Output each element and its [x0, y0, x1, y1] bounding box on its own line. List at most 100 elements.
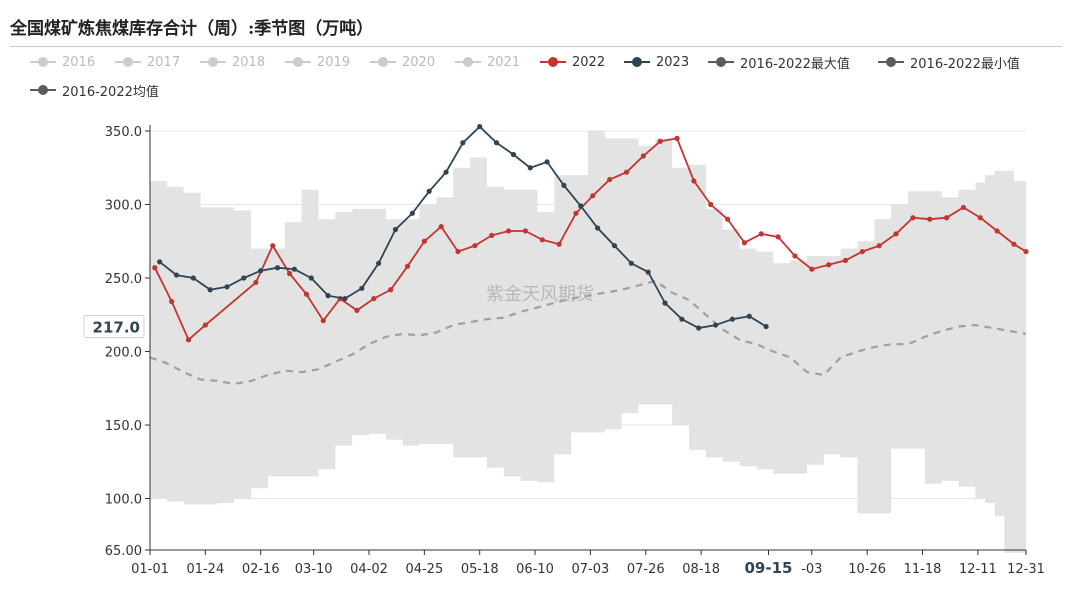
data-point-2023 — [578, 203, 584, 209]
data-point-2022 — [371, 296, 377, 302]
data-point-2022 — [354, 307, 360, 313]
x-tick-label: 10-26 — [848, 562, 886, 577]
data-point-2023 — [291, 266, 297, 272]
highlight-y-label: 217.0 — [93, 319, 140, 337]
data-point-2023 — [173, 272, 180, 278]
data-point-2023 — [493, 140, 500, 146]
y-tick-label: 100.0 — [105, 493, 142, 508]
data-point-2022 — [775, 234, 781, 240]
y-tick-label: 250.0 — [105, 272, 142, 287]
legend-symbol-icon — [370, 56, 396, 68]
data-point-2023 — [190, 275, 196, 281]
title-divider — [10, 46, 1062, 47]
legend-label: 2018 — [232, 54, 266, 70]
data-point-2023 — [712, 322, 719, 328]
x-tick-label: 04-25 — [405, 562, 443, 577]
watermark: 紫金天风期货 — [486, 284, 594, 305]
mean-dashed-line — [149, 279, 1027, 386]
data-point-2022 — [202, 322, 208, 328]
data-point-2023 — [308, 275, 314, 281]
data-point-2022 — [270, 243, 276, 249]
y-tick-label: 350.0 — [105, 125, 142, 140]
data-point-2022 — [960, 204, 967, 211]
x-tick-label: 12-31 — [1007, 562, 1045, 577]
data-point-2023 — [645, 269, 651, 275]
legend-item-2020[interactable]: 2020 — [370, 52, 435, 72]
data-point-2023 — [274, 265, 281, 271]
data-point-2022 — [724, 216, 731, 222]
data-point-2023 — [409, 210, 415, 216]
data-point-2022 — [522, 228, 529, 234]
data-point-2022 — [809, 266, 815, 272]
y-tick-label: 300.0 — [105, 199, 142, 214]
legend-item-2022[interactable]: 2022 — [540, 52, 605, 72]
data-point-2022 — [590, 193, 596, 199]
legend-item-2019[interactable]: 2019 — [285, 52, 350, 72]
x-tick-label: 01-01 — [131, 562, 169, 577]
legend-item-2023[interactable]: 2023 — [624, 52, 689, 72]
chart-title: 全国煤矿炼焦煤库存合计（周）:季节图（万吨） — [10, 19, 374, 39]
legend-item-2016[interactable]: 2016 — [30, 52, 95, 72]
legend-symbol-icon — [200, 56, 226, 68]
legend-label: 2019 — [317, 54, 351, 70]
data-point-2022 — [505, 228, 512, 234]
data-point-2023 — [258, 268, 264, 274]
legend-label: 2016-2022最小值 — [910, 56, 1020, 72]
data-point-2022 — [657, 138, 663, 144]
data-point-2022 — [927, 216, 933, 222]
data-point-2023 — [561, 182, 567, 188]
legend-item-2018[interactable]: 2018 — [200, 52, 265, 72]
data-point-2022 — [152, 265, 158, 271]
legend-symbol-icon — [708, 56, 734, 68]
data-point-2022 — [421, 238, 427, 244]
data-point-2022 — [1011, 241, 1017, 247]
y-tick-label: 150.0 — [105, 419, 142, 434]
data-point-2022 — [253, 279, 259, 286]
data-point-2022 — [842, 257, 849, 263]
data-point-2022 — [792, 253, 798, 259]
legend-label: 2016 — [62, 54, 96, 70]
data-point-2023 — [763, 323, 769, 330]
legend-symbol-icon — [30, 84, 56, 96]
data-point-2023 — [426, 188, 432, 194]
data-point-2022 — [893, 231, 899, 237]
legend-label: 2023 — [656, 54, 690, 70]
x-tick-label: 07-03 — [572, 562, 610, 577]
data-point-2022 — [943, 215, 950, 221]
legend-item-2016-2022最大值[interactable]: 2016-2022最大值 — [708, 52, 850, 72]
legend-symbol-icon — [285, 56, 311, 68]
x-tick-label: 04-02 — [350, 562, 388, 577]
x-tick-label: 12-11 — [959, 562, 997, 577]
data-point-2022 — [455, 248, 461, 255]
data-point-2023 — [207, 287, 213, 293]
legend-item-2016-2022最小值[interactable]: 2016-2022最小值 — [878, 52, 1020, 72]
legend-label: 2016-2022均值 — [62, 84, 159, 100]
data-point-2023 — [679, 316, 685, 322]
data-point-2022 — [472, 243, 478, 249]
data-point-2022 — [539, 237, 545, 243]
x-tick-label: -03 — [801, 562, 822, 577]
data-point-2022 — [674, 135, 680, 141]
legend-label: 2021 — [487, 54, 521, 70]
legend-label: 2016-2022最大值 — [740, 56, 850, 72]
legend-item-2021[interactable]: 2021 — [455, 52, 520, 72]
data-point-2022 — [489, 232, 495, 238]
legend-item-2016-2022均值[interactable]: 2016-2022均值 — [30, 80, 159, 100]
data-point-2022 — [1023, 248, 1029, 255]
data-point-2022 — [169, 298, 175, 305]
max-min-band — [150, 131, 1026, 553]
data-point-2023 — [477, 123, 483, 130]
data-point-2023 — [510, 151, 516, 158]
x-tick-label: 06-10 — [516, 562, 554, 577]
legend-item-2017[interactable]: 2017 — [115, 52, 180, 72]
legend-label: 2020 — [402, 54, 436, 70]
data-point-2022 — [556, 241, 562, 247]
data-point-2022 — [708, 201, 714, 208]
data-point-2022 — [977, 215, 983, 221]
legend-label: 2017 — [147, 54, 181, 70]
data-point-2022 — [910, 215, 916, 221]
data-point-2023 — [662, 300, 668, 306]
x-tick-label: 02-16 — [242, 562, 280, 577]
legend-symbol-icon — [878, 56, 904, 68]
data-point-2023 — [443, 169, 449, 175]
